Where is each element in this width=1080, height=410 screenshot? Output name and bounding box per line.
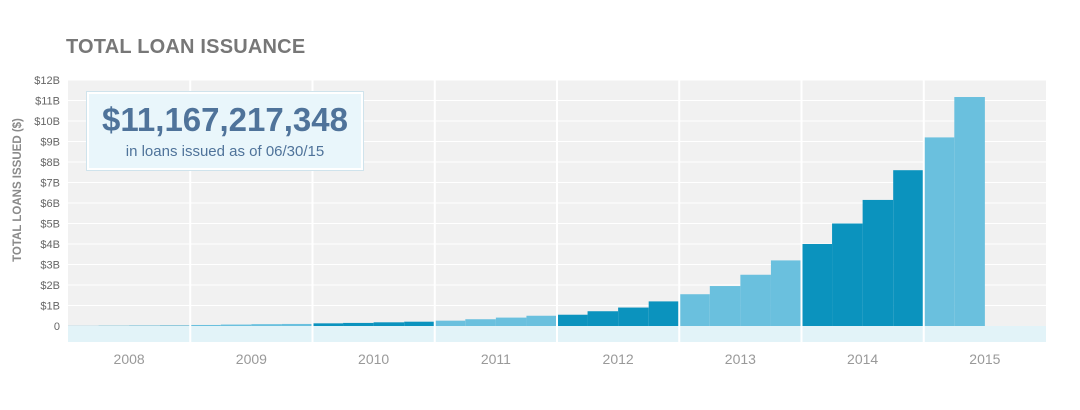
bar-2012-q4 [648,301,680,326]
bar-2014-q2 [832,223,863,326]
bar-2015-q2 [954,97,985,326]
y-tick-label: $11B [35,96,60,108]
bar-2012-q1 [557,314,588,326]
y-tick-label: $10B [34,116,60,128]
bar-2011-q3 [495,317,527,326]
bar-2010-q1 [312,323,344,326]
bar-2010-q3 [373,322,405,326]
bar-2011-q4 [526,315,557,326]
y-tick-label: $4B [40,239,60,251]
total-amount: $11,167,217,348 [102,101,348,138]
bar-2010-q4 [404,321,435,326]
y-tick-label: $2B [40,280,60,292]
bar-2013-q2 [709,286,741,326]
bar-2013-q4 [770,260,802,326]
bar-2011-q1 [434,320,466,326]
chart-title: TOTAL LOAN ISSUANCE [66,36,306,58]
y-tick-label: $12B [34,75,60,87]
bar-2009-q4 [281,323,313,326]
bar-2012-q2 [587,311,619,326]
bar-2009-q3 [251,324,282,326]
y-tick-label: $5B [40,219,60,231]
x-tick-label: 2008 [114,351,145,367]
y-tick-label: $9B [40,137,60,149]
y-tick-label: $1B [40,301,60,313]
bar-2015-q1 [923,137,955,326]
y-tick-label: $3B [40,260,60,272]
total-amount-caption: in loans issued as of 06/30/15 [125,143,325,160]
x-tick-label: 2014 [847,351,878,367]
bar-2009-q1 [190,324,221,326]
x-tick-label: 2013 [725,351,756,367]
x-tick-label: 2010 [358,351,389,367]
bar-2012-q3 [618,307,649,326]
y-tick-label: 0 [54,321,60,333]
total-issuance-callout: $11,167,217,348 in loans issued as of 06… [87,92,363,170]
bar-2009-q2 [220,324,252,326]
bar-2013-q1 [679,294,710,326]
y-tick-label: $8B [40,157,60,169]
bar-2014-q4 [893,170,924,326]
bar-2011-q2 [465,319,496,326]
x-tick-label: 2012 [603,351,634,367]
bar-2014-q1 [801,244,833,326]
x-tick-label: 2009 [236,351,267,367]
bar-2014-q3 [862,199,894,326]
bar-2013-q3 [740,274,771,326]
x-tick-label: 2011 [481,351,511,367]
y-tick-label: $6B [40,198,60,210]
y-tick-label: $7B [40,178,60,190]
bar-2010-q2 [343,322,374,326]
x-tick-label: 2015 [969,351,1000,367]
